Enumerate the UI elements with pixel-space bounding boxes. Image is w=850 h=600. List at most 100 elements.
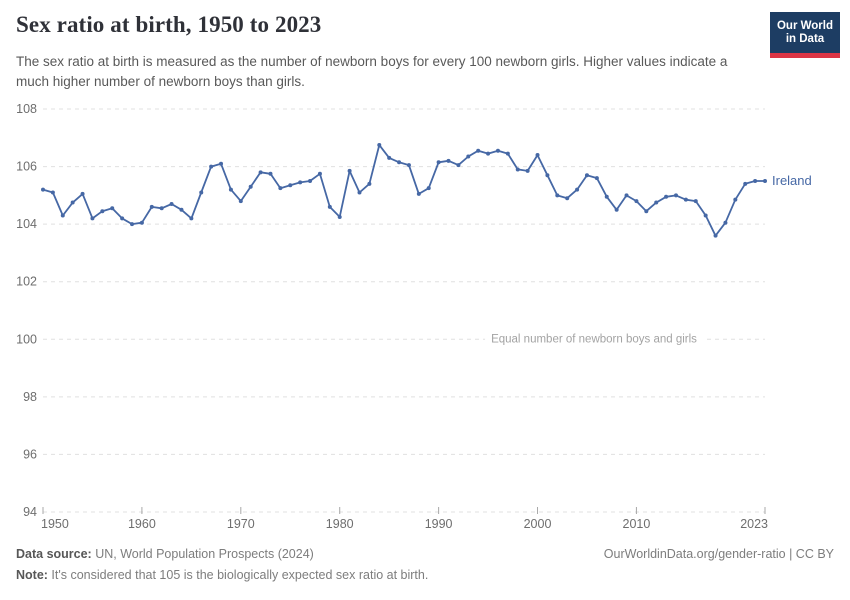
data-point[interactable] (535, 153, 540, 158)
data-source-line: Data source: UN, World Population Prospe… (16, 544, 834, 565)
data-point[interactable] (525, 168, 530, 173)
data-point[interactable] (238, 199, 243, 204)
data-point[interactable] (495, 148, 500, 153)
data-point[interactable] (634, 199, 639, 204)
data-source-label: Data source: (16, 547, 92, 561)
data-point[interactable] (90, 216, 95, 221)
data-point[interactable] (327, 204, 332, 209)
data-point[interactable] (189, 216, 194, 221)
owid-logo[interactable]: Our World in Data (770, 12, 840, 58)
data-point[interactable] (248, 184, 253, 189)
data-point[interactable] (545, 173, 550, 178)
data-point[interactable] (41, 187, 45, 192)
data-point[interactable] (505, 151, 510, 156)
y-axis-tick-label: 104 (16, 217, 37, 231)
note-value: It's considered that 105 is the biologic… (47, 568, 429, 583)
data-point[interactable] (149, 204, 154, 209)
data-point[interactable] (387, 155, 392, 160)
data-point[interactable] (683, 197, 688, 202)
data-point[interactable] (703, 213, 708, 218)
data-point[interactable] (723, 220, 728, 225)
data-point[interactable] (317, 171, 322, 176)
owid-logo-line1: Our World (776, 19, 833, 32)
x-axis-tick-label: 1960 (128, 517, 156, 531)
x-axis-tick-label: 2023 (740, 517, 768, 531)
data-point[interactable] (130, 222, 135, 227)
data-point[interactable] (466, 154, 471, 159)
chart-footer: Data source: UN, World Population Prospe… (16, 544, 834, 587)
data-point[interactable] (377, 142, 382, 147)
data-point[interactable] (594, 176, 599, 181)
data-point[interactable] (614, 207, 619, 212)
data-point[interactable] (654, 200, 659, 205)
data-point[interactable] (308, 178, 313, 183)
series-end-label[interactable]: Ireland (772, 173, 812, 188)
data-point[interactable] (763, 178, 767, 183)
data-point[interactable] (110, 206, 115, 211)
data-point[interactable] (288, 183, 293, 188)
data-point[interactable] (713, 233, 718, 238)
data-point[interactable] (664, 194, 669, 199)
data-point[interactable] (743, 181, 748, 186)
y-axis-tick-label: 94 (23, 505, 37, 519)
data-point[interactable] (50, 190, 55, 195)
data-point[interactable] (278, 186, 283, 191)
y-axis-tick-label: 102 (16, 275, 37, 289)
note-label: Note: (16, 568, 48, 583)
data-point[interactable] (199, 190, 204, 195)
data-point[interactable] (575, 187, 580, 192)
data-point[interactable] (357, 190, 362, 195)
x-axis-tick-label: 2010 (623, 517, 651, 531)
data-point[interactable] (337, 214, 342, 219)
data-point[interactable] (565, 196, 570, 201)
data-point[interactable] (179, 207, 184, 212)
data-point[interactable] (753, 178, 758, 183)
data-point[interactable] (347, 168, 352, 173)
data-point[interactable] (120, 216, 125, 221)
note-line: Note: It's considered that 105 is the bi… (16, 565, 834, 586)
data-point[interactable] (476, 148, 481, 153)
target-line-annotation: Equal number of newborn boys and girls (491, 333, 697, 345)
data-point[interactable] (584, 173, 589, 178)
x-axis-tick-label: 1980 (326, 517, 354, 531)
data-point[interactable] (416, 191, 421, 196)
data-point[interactable] (60, 213, 65, 218)
data-point[interactable] (555, 193, 560, 198)
data-point[interactable] (100, 209, 105, 214)
annotation-backdrop (485, 333, 704, 346)
data-point[interactable] (624, 193, 629, 198)
data-point[interactable] (436, 160, 441, 165)
series-line[interactable] (42, 144, 765, 237)
data-point[interactable] (604, 194, 609, 199)
data-point[interactable] (70, 200, 75, 205)
data-point[interactable] (693, 199, 698, 204)
data-point[interactable] (228, 187, 233, 192)
footer-link[interactable]: OurWorldinData.org/gender-ratio | CC BY (603, 547, 834, 561)
y-axis-tick-label: 106 (16, 160, 37, 174)
data-point[interactable] (486, 151, 491, 156)
data-point[interactable] (298, 180, 303, 185)
x-axis-tick-label: 2000 (524, 517, 552, 531)
data-point[interactable] (159, 206, 164, 211)
data-point[interactable] (397, 160, 402, 165)
data-point[interactable] (733, 197, 738, 202)
data-point[interactable] (446, 158, 451, 163)
data-point[interactable] (456, 163, 461, 168)
owid-logo-line2: in Data (785, 32, 825, 45)
data-point[interactable] (258, 170, 263, 175)
data-point[interactable] (515, 167, 520, 172)
data-point[interactable] (219, 161, 224, 166)
data-point[interactable] (169, 201, 174, 206)
data-point[interactable] (268, 171, 273, 176)
data-point[interactable] (139, 220, 144, 225)
data-point[interactable] (406, 163, 411, 168)
data-point[interactable] (367, 181, 372, 186)
x-axis-tick-label: 1950 (41, 517, 69, 531)
data-point[interactable] (644, 209, 649, 214)
data-point[interactable] (80, 191, 85, 196)
data-point[interactable] (209, 164, 214, 169)
data-point[interactable] (426, 186, 431, 191)
data-point[interactable] (673, 193, 678, 198)
